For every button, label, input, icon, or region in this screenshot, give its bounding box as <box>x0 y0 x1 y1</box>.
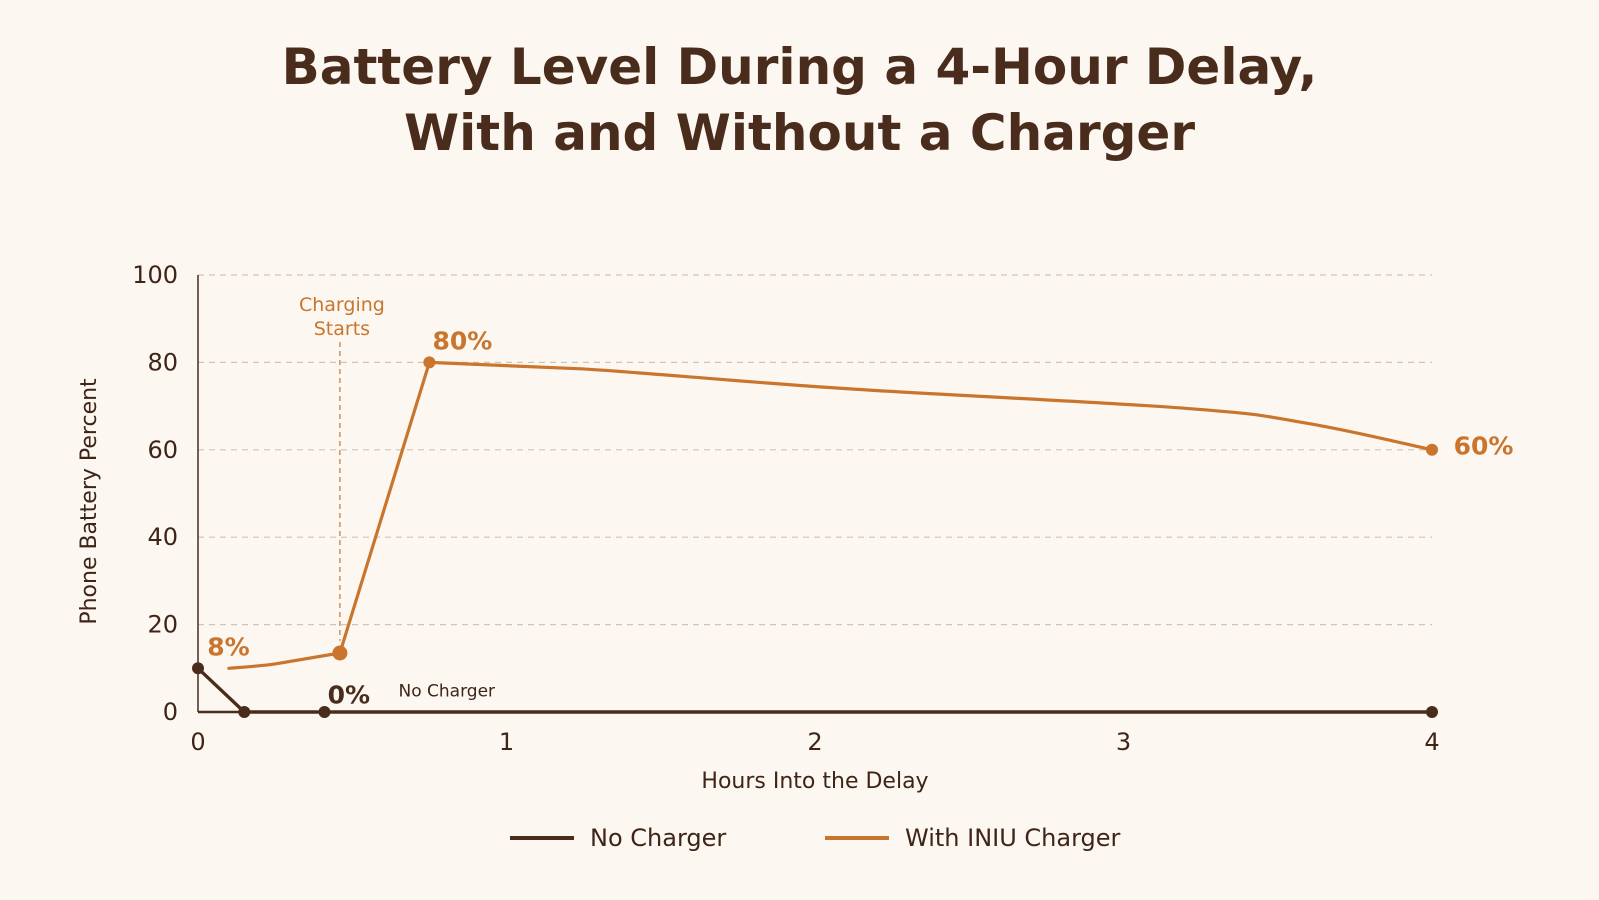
y-tick-label-20: 20 <box>147 611 178 639</box>
marker-with-iniu-charger-3 <box>423 356 436 369</box>
legend-label-with-iniu-charger: With INIU Charger <box>905 824 1121 852</box>
marker-no-charger-3 <box>1426 706 1438 718</box>
chart-title: Battery Level During a 4-Hour Delay, Wit… <box>0 34 1599 166</box>
x-tick-label-3: 3 <box>1116 728 1131 756</box>
legend: No Charger With INIU Charger <box>510 824 1121 852</box>
series-markers <box>192 356 1438 718</box>
x-axis-title: Hours Into the Delay <box>701 769 928 794</box>
series-lines <box>196 360 1434 714</box>
marker-with-iniu-charger-2 <box>332 645 348 661</box>
x-tick-label-4: 4 <box>1424 728 1439 756</box>
marker-no-charger-2 <box>318 706 331 718</box>
y-tick-label-80: 80 <box>147 348 178 376</box>
y-tick-label-0: 0 <box>163 698 178 726</box>
series-line-no-charger <box>196 666 1434 714</box>
x-tick-label-1: 1 <box>499 728 514 756</box>
charging-starts-label-line-1: Charging <box>299 294 385 316</box>
legend-label-no-charger: No Charger <box>590 824 726 852</box>
chart-title-line-1: Battery Level During a 4-Hour Delay, <box>281 38 1318 96</box>
data-label-0pct: 0% <box>328 681 370 710</box>
no-charger-inline-label: No Charger <box>399 682 496 702</box>
y-axis-title: Phone Battery Percent <box>77 378 102 625</box>
tick-labels: 0 20 40 60 80 100 0 1 2 3 4 <box>132 261 1439 756</box>
y-tick-label-40: 40 <box>147 523 178 551</box>
marker-no-charger-1 <box>238 706 251 718</box>
data-labels: 8% 0% 80% 60% <box>207 327 1513 710</box>
marker-with-iniu-charger-8 <box>1426 443 1438 456</box>
charging-starts-label-line-2: Starts <box>314 318 370 340</box>
x-tick-label-0: 0 <box>190 728 205 756</box>
chart-title-line-2: With and Without a Charger <box>404 104 1195 162</box>
marker-no-charger-0 <box>192 662 204 675</box>
data-label-8pct: 8% <box>207 632 249 661</box>
y-tick-label-60: 60 <box>147 436 178 464</box>
series-line-with-iniu-charger <box>227 360 1434 670</box>
data-label-80pct: 80% <box>432 327 492 356</box>
grid-lines <box>198 274 1432 626</box>
axes <box>197 275 1432 714</box>
data-label-60pct: 60% <box>1454 431 1514 460</box>
y-tick-label-100: 100 <box>132 261 178 289</box>
annotations: Charging Starts No Charger <box>299 294 495 702</box>
x-tick-label-2: 2 <box>807 728 822 756</box>
